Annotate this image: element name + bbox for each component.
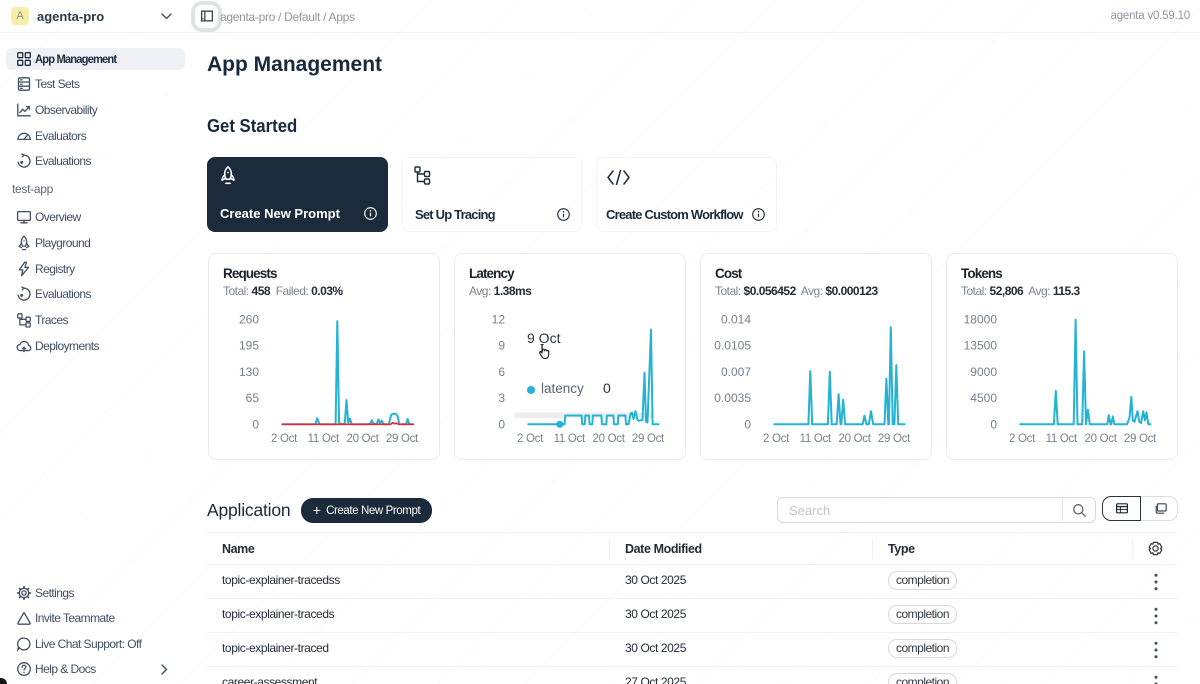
svg-text:29 Oct: 29 Oct: [632, 433, 665, 445]
svg-text:0: 0: [498, 418, 505, 432]
svg-text:29 Oct: 29 Oct: [878, 433, 911, 445]
svg-text:195: 195: [239, 339, 259, 353]
svg-text:11 Oct: 11 Oct: [554, 433, 586, 445]
svg-text:9000: 9000: [970, 365, 997, 379]
svg-text:9: 9: [498, 339, 505, 353]
svg-text:2 Oct: 2 Oct: [517, 433, 544, 445]
svg-text:2 Oct: 2 Oct: [1009, 433, 1036, 445]
svg-text:20 Oct: 20 Oct: [839, 433, 872, 445]
svg-text:20 Oct: 20 Oct: [347, 433, 380, 445]
svg-text:65: 65: [246, 391, 260, 405]
svg-text:20 Oct: 20 Oct: [1085, 433, 1118, 445]
svg-text:20 Oct: 20 Oct: [593, 433, 626, 445]
svg-text:2 Oct: 2 Oct: [271, 433, 298, 445]
svg-text:0.014: 0.014: [721, 312, 751, 326]
svg-text:29 Oct: 29 Oct: [1124, 433, 1157, 445]
svg-text:0: 0: [252, 418, 259, 432]
svg-text:130: 130: [239, 365, 259, 379]
svg-text:0: 0: [744, 418, 751, 432]
svg-text:29 Oct: 29 Oct: [386, 433, 419, 445]
svg-text:13500: 13500: [964, 339, 998, 353]
svg-text:2 Oct: 2 Oct: [763, 433, 790, 445]
svg-text:4500: 4500: [970, 391, 997, 405]
svg-text:11 Oct: 11 Oct: [308, 433, 340, 445]
svg-text:11 Oct: 11 Oct: [800, 433, 832, 445]
svg-text:260: 260: [239, 312, 259, 326]
svg-text:3: 3: [498, 391, 505, 405]
svg-text:11 Oct: 11 Oct: [1046, 433, 1078, 445]
svg-text:12: 12: [492, 312, 506, 326]
svg-text:6: 6: [498, 365, 505, 379]
svg-text:18000: 18000: [964, 312, 998, 326]
svg-text:0.0105: 0.0105: [714, 339, 751, 353]
svg-text:0.007: 0.007: [721, 365, 751, 379]
svg-text:0: 0: [990, 418, 997, 432]
svg-text:0.0035: 0.0035: [714, 391, 751, 405]
